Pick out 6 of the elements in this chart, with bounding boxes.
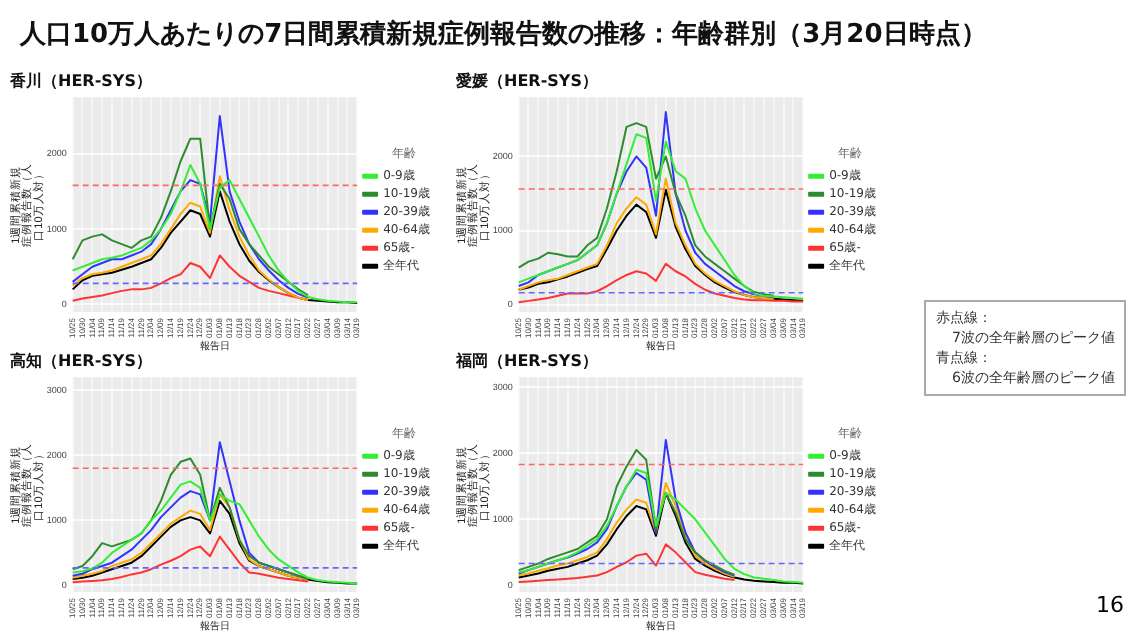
text: 人口10万人あたりの7日間累積新規症例報告数の推移：年齢群別（3月20日時点） <box>20 17 987 52</box>
chart-title: 愛媛（HER-SYS） <box>456 71 598 90</box>
chart-title: 香川（HER-SYS） <box>8 71 152 90</box>
chart-title: 福岡（HER-SYS） <box>454 351 598 370</box>
text: 16 <box>1096 592 1124 618</box>
chart-title: 高知（HER-SYS） <box>10 349 152 370</box>
